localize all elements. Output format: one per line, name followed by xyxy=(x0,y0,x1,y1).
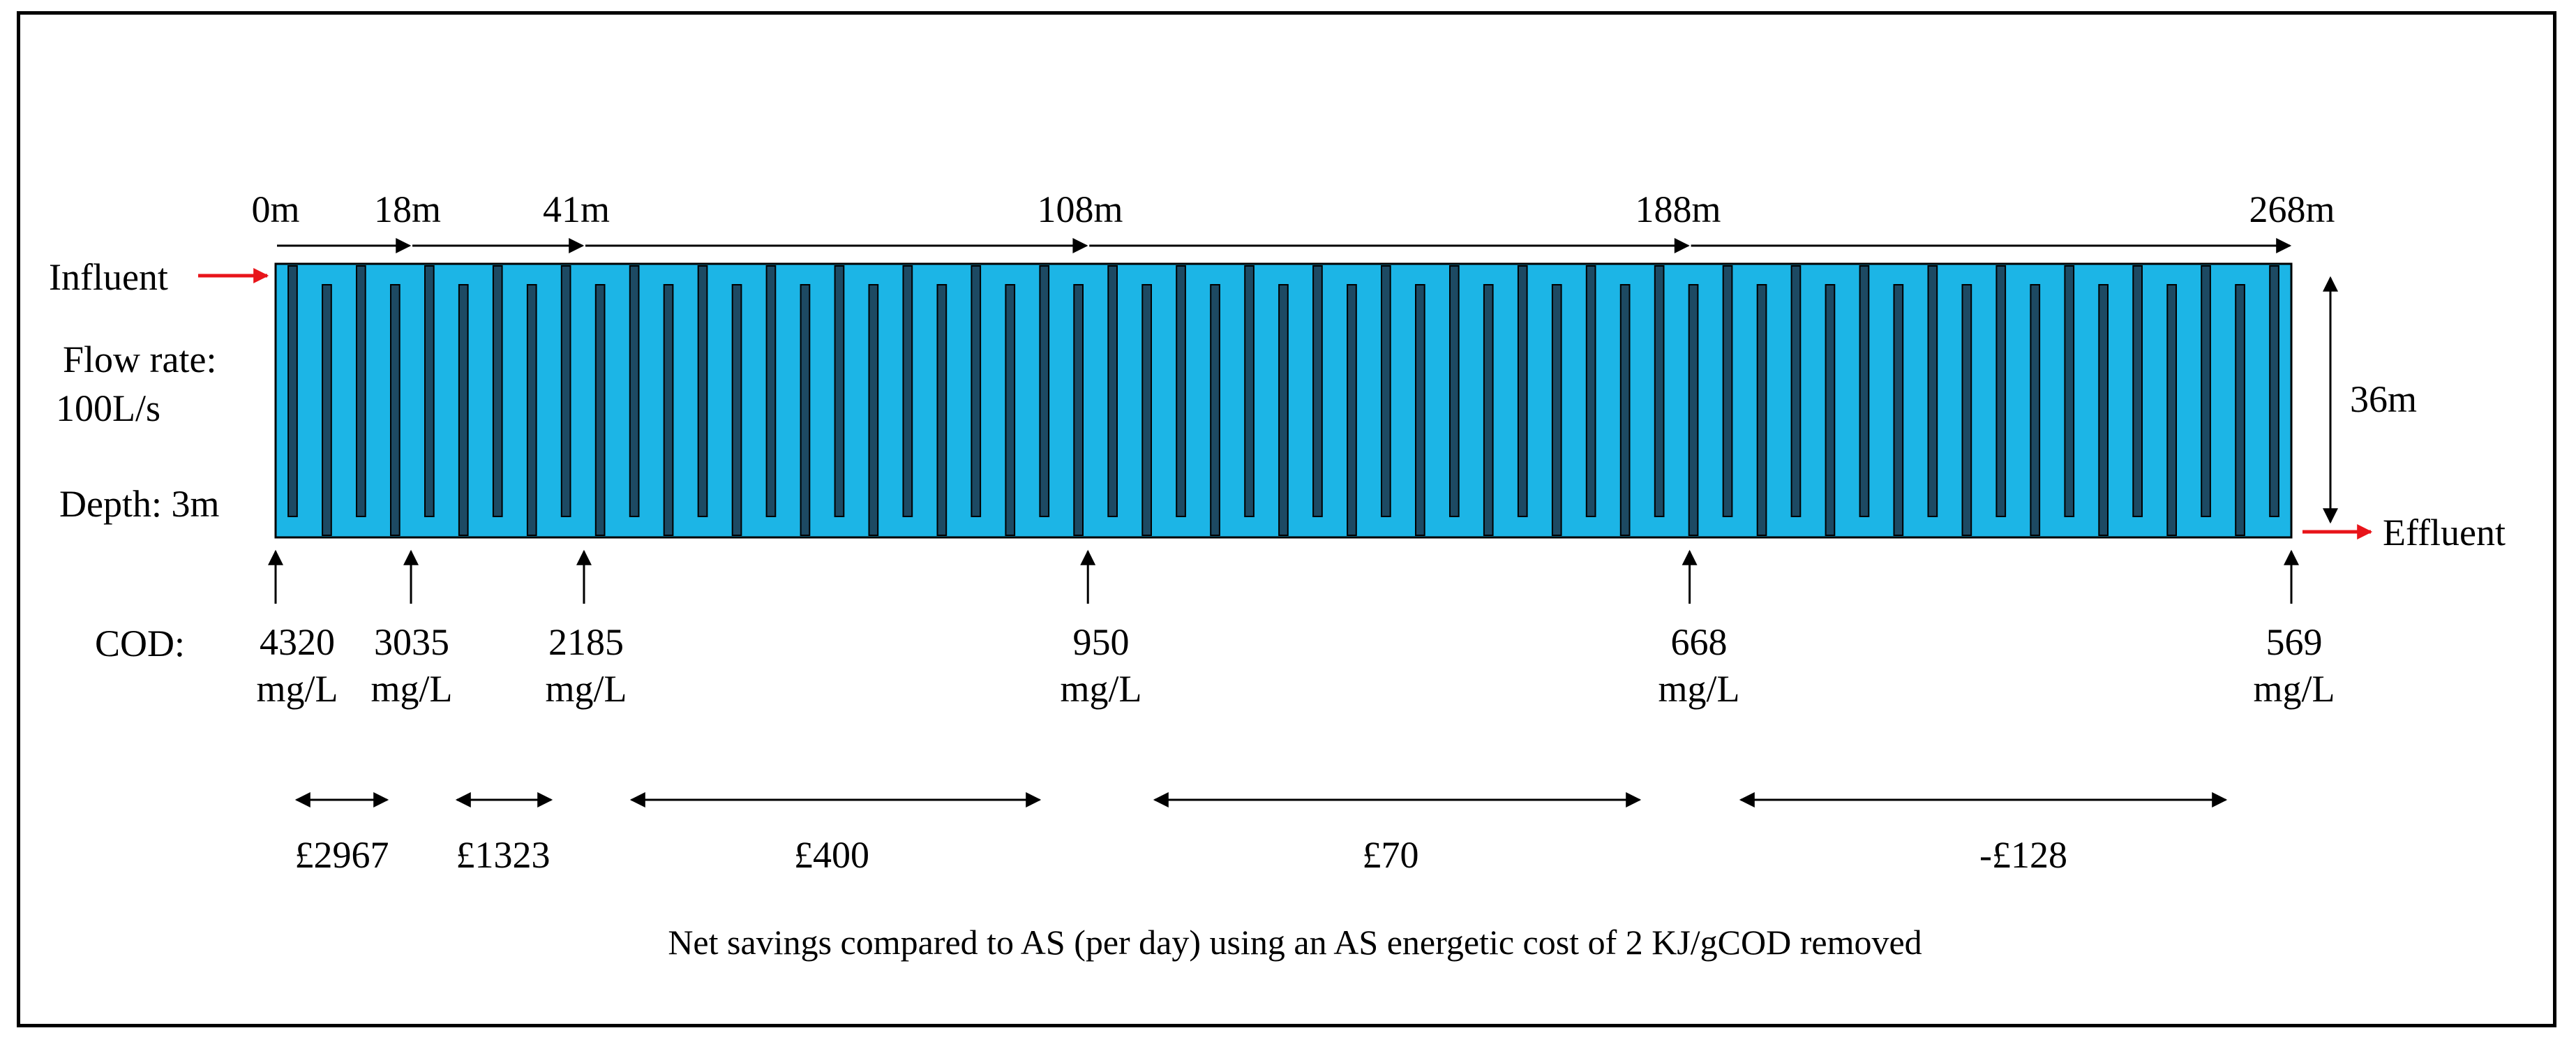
influent-label: Influent xyxy=(49,256,168,298)
baffle xyxy=(2030,284,2041,536)
baffle xyxy=(1210,284,1220,536)
baffle xyxy=(902,265,913,517)
baffle xyxy=(1654,265,1665,517)
baffle xyxy=(1517,265,1528,517)
baffle xyxy=(526,284,537,536)
cod-value-2: 2185 xyxy=(548,621,624,663)
cod-value-1: 3035 xyxy=(374,621,449,663)
baffle xyxy=(1073,284,1084,536)
baffle xyxy=(868,284,879,536)
baffle xyxy=(2064,265,2075,517)
baffle xyxy=(1927,265,1938,517)
cod-value-5: 569 xyxy=(2266,621,2323,663)
baffle xyxy=(356,265,366,517)
baffle xyxy=(765,265,777,517)
baffle xyxy=(1893,284,1904,536)
reactor-baffles xyxy=(287,265,2279,536)
flow-rate-label: Flow rate: xyxy=(63,338,217,380)
baffle xyxy=(731,284,742,536)
baffle xyxy=(1244,265,1255,517)
baffle xyxy=(1107,265,1118,517)
baffle xyxy=(1005,284,1016,536)
baffle xyxy=(458,284,469,536)
baffle xyxy=(1176,265,1186,517)
distance-label-0: 0m xyxy=(251,188,300,230)
cod-value-0: 4320 xyxy=(260,621,335,663)
baffle xyxy=(936,284,948,536)
baffle xyxy=(1449,265,1460,517)
baffle xyxy=(697,265,708,517)
distance-label-4: 188m xyxy=(1635,188,1721,230)
distance-label-3: 108m xyxy=(1037,188,1123,230)
baffle xyxy=(1278,284,1289,536)
distance-label-2: 41m xyxy=(542,188,611,230)
baffle xyxy=(560,265,571,517)
baffle xyxy=(1961,284,1972,536)
cod-unit-5: mg/L xyxy=(2253,668,2335,710)
baffle xyxy=(424,265,435,517)
savings-label-1: £1323 xyxy=(456,834,551,876)
cod-unit-2: mg/L xyxy=(545,668,627,710)
baffle xyxy=(1312,265,1323,517)
baffle xyxy=(1722,265,1733,517)
effluent-label: Effluent xyxy=(2383,512,2506,553)
distance-label-1: 18m xyxy=(373,188,442,230)
baffle xyxy=(2269,265,2279,517)
baffle xyxy=(1688,284,1699,536)
figure-frame xyxy=(17,11,2556,1027)
cod-unit-3: mg/L xyxy=(1060,668,1142,710)
baffle xyxy=(322,284,332,536)
baffle xyxy=(1483,284,1494,536)
depth-label: Depth: 3m xyxy=(59,483,220,525)
baffle xyxy=(971,265,982,517)
baffle xyxy=(1381,265,1391,517)
savings-label-4: -£128 xyxy=(1979,834,2067,876)
baffle xyxy=(2201,265,2211,517)
savings-label-2: £400 xyxy=(794,834,869,876)
baffle xyxy=(629,265,640,517)
baffle xyxy=(2098,284,2109,536)
flow-rate-value: 100L/s xyxy=(56,387,161,429)
distance-label-5: 268m xyxy=(2249,188,2335,230)
baffle xyxy=(390,284,400,536)
baffle xyxy=(1825,284,1836,536)
cod-label: COD: xyxy=(95,623,186,664)
caption: Net savings compared to AS (per day) usi… xyxy=(668,923,1922,962)
cod-value-4: 668 xyxy=(1670,621,1728,663)
cod-unit-1: mg/L xyxy=(370,668,453,710)
baffle xyxy=(1995,265,2007,517)
baffle xyxy=(1619,284,1631,536)
baffle xyxy=(800,284,811,536)
baffle xyxy=(1039,265,1050,517)
baffle xyxy=(2166,284,2178,536)
baffle xyxy=(492,265,503,517)
baffle xyxy=(1347,284,1357,536)
baffle xyxy=(1756,284,1767,536)
baffle xyxy=(594,284,606,536)
baffle xyxy=(1859,265,1870,517)
cod-unit-0: mg/L xyxy=(256,668,338,710)
savings-label-3: £70 xyxy=(1362,834,1419,876)
baffle xyxy=(1551,284,1562,536)
baffle xyxy=(1415,284,1425,536)
savings-label-0: £2967 xyxy=(294,834,389,876)
cod-unit-4: mg/L xyxy=(1658,668,1740,710)
baffle xyxy=(1790,265,1802,517)
baffle xyxy=(663,284,674,536)
baffle xyxy=(2235,284,2245,536)
width-label: 36m xyxy=(2350,378,2418,420)
cod-value-3: 950 xyxy=(1072,621,1130,663)
baffle xyxy=(2132,265,2143,517)
baffle xyxy=(834,265,845,517)
baffle xyxy=(1585,265,1596,517)
cod-sampling-arrows xyxy=(268,549,2299,604)
baffle xyxy=(1141,284,1153,536)
baffle xyxy=(287,265,298,517)
